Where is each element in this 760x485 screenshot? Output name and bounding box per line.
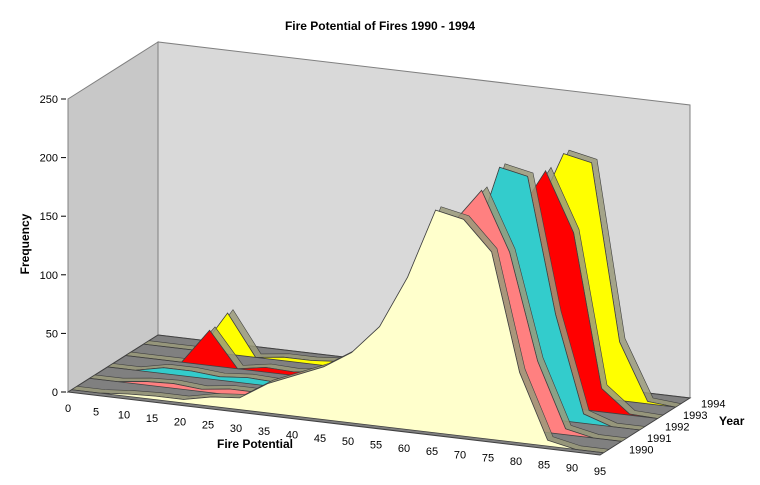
x-tick-label: 25 <box>202 420 214 432</box>
series-1990-area <box>71 209 604 454</box>
z-tick-label: 1993 <box>683 410 707 422</box>
side-wall <box>67 41 159 393</box>
x-tick-label: 5 <box>93 406 99 418</box>
x-tick-label: 50 <box>342 436 354 448</box>
y-tick-label: 150 <box>40 211 58 223</box>
x-tick-label: 10 <box>118 410 130 422</box>
x-tick-label: 30 <box>230 423 242 435</box>
x-tick-label: 40 <box>286 430 298 442</box>
x-tick-label: 80 <box>510 456 522 468</box>
x-tick-label: 60 <box>398 443 410 455</box>
x-axis-label: Fire Potential <box>217 437 293 451</box>
x-tick-label: 20 <box>174 416 186 428</box>
x-tick-label: 15 <box>146 413 158 425</box>
y-tick-label: 200 <box>40 153 58 165</box>
z-tick-label: 1994 <box>701 399 725 411</box>
x-tick-label: 75 <box>482 453 494 465</box>
x-tick-label: 65 <box>426 446 438 458</box>
y-tick-label: 250 <box>40 94 58 106</box>
x-tick-label: 95 <box>594 466 606 478</box>
x-tick-label: 85 <box>538 459 550 471</box>
z-tick-label: 1991 <box>647 433 671 445</box>
x-tick-label: 90 <box>566 463 578 475</box>
x-tick-label: 55 <box>370 439 382 451</box>
z-tick-label: 1992 <box>665 422 689 434</box>
x-tick-label: 70 <box>454 449 466 461</box>
x-tick-label: 45 <box>314 433 326 445</box>
x-tick-label: 35 <box>258 426 270 438</box>
axes-layer: 0 50 100 150 200 250 0 5 10 15 20 25 30 35 40 45 50 55 60 6… <box>40 94 726 478</box>
z-tick-label: 1990 <box>629 444 653 456</box>
series-layer <box>70 149 682 454</box>
y-tick-label: 100 <box>40 270 58 282</box>
series-1990 <box>70 206 610 454</box>
z-axis-label: Year <box>719 414 745 428</box>
x-tick-label: 0 <box>65 403 71 415</box>
y-axis-label: Frequency <box>18 213 32 274</box>
y-tick-label: 0 <box>52 387 58 399</box>
chart-title: Fire Potential of Fires 1990 - 1994 <box>285 19 475 33</box>
y-tick-label: 50 <box>46 328 58 340</box>
